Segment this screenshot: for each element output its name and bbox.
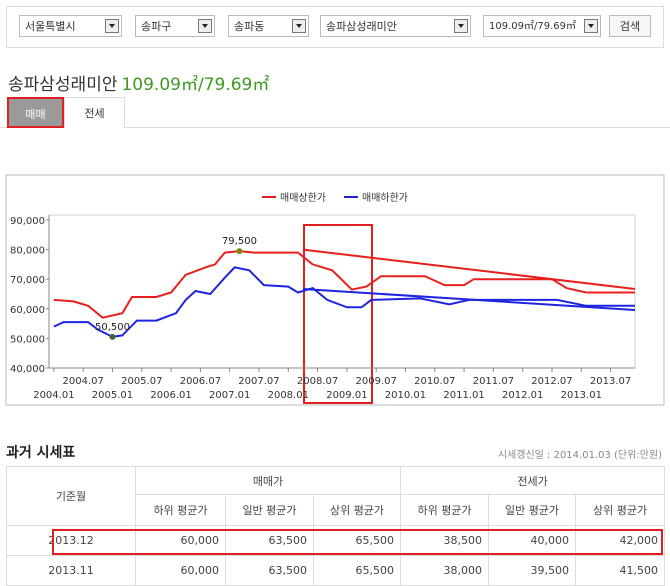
annotation-label: 79,500 [222,236,257,247]
header-cell: 하위 평균가 [400,494,490,526]
header-cell: 일반 평균가 [488,494,577,526]
x-tick-label: 2011.07 [473,376,514,387]
y-tick-label: 80,000 [10,246,45,257]
x-tick-label: 2013.07 [590,376,631,387]
apt-name: 송파삼성래미안 [8,75,118,95]
chart-frame [5,174,665,406]
apt-area: 109.09㎡/79.69㎡ [121,75,270,95]
series-line [53,266,635,338]
tab-active[interactable]: 매매 [7,97,64,128]
legend-label: 매매상한가 [280,192,326,204]
select[interactable]: 서울특별시 [19,15,122,37]
x-tick-label: 2006.01 [150,390,191,401]
x-tick-label: 2007.07 [238,376,279,387]
table-cell: 65,500 [312,555,402,586]
x-tick-label: 2008.07 [297,376,338,387]
y-tick-label: 60,000 [10,305,45,316]
select-text: 109.09㎡/79.69㎡ [489,21,576,32]
tab-line [0,127,670,128]
heading: 송파삼성래미안 109.09㎡/79.69㎡ [8,70,269,95]
x-tick-label: 2010.01 [385,390,426,401]
x-tick-label: 2004.01 [33,390,74,401]
select-text: 송파삼성래미안 [326,20,397,33]
annotation-dot [109,333,116,340]
table-cell: 38,000 [400,555,490,586]
trend-line [302,248,636,290]
chart: 40,000 50,000 60,000 70,000 80,000 90,000 2004… [5,174,665,406]
row-highlight [52,529,663,555]
x-tick-label: 2011.01 [443,390,484,401]
select[interactable]: 송파구 [135,15,215,37]
header-cell: 매매가 [134,466,402,495]
x-tick-label: 2006.07 [180,376,221,387]
x-tick-label: 2007.01 [209,390,250,401]
x-tick-label: 2005.01 [92,390,133,401]
header-cell: 전세가 [400,466,666,495]
x-tick-label: 2012.07 [531,376,572,387]
tab[interactable]: 전세 [64,97,125,128]
x-tick-label: 2010.07 [414,376,455,387]
x-tick-label: 2005.07 [121,376,162,387]
x-tick-label: 2004.07 [63,376,104,387]
x-tick-label: 2013.01 [561,390,602,401]
select[interactable]: 송파동 [228,15,309,37]
select[interactable]: 109.09㎡/79.69㎡ [483,15,601,37]
table-cell: 60,000 [135,555,226,586]
header-cell: 상위 평균가 [575,494,666,526]
legend-label: 매매하한가 [362,191,408,204]
series-line [53,250,635,319]
select[interactable]: 송파삼성래미안 [320,15,471,37]
search-button[interactable]: 검색 [609,15,651,37]
annotation-dot [236,248,243,255]
filter-bar: 서울특별시 송파구 송파동 송파삼성래미안 109.09㎡/79.69㎡ 검색 [6,6,664,48]
trend-line [302,288,636,311]
select-text: 송파동 [234,20,265,33]
y-tick-label: 50,000 [10,334,45,345]
y-tick-label: 40,000 [10,364,45,375]
highlight-box [303,224,373,404]
select-text: 송파구 [141,20,172,33]
y-tick-label: 90,000 [10,216,45,227]
annotation-label: 50,500 [95,322,130,333]
table-cell: 63,500 [225,555,314,586]
x-tick-label: 2008.01 [268,390,309,401]
select-text: 서울특별시 [25,20,76,33]
table-note: 시세갱신일 : 2014.01.03 (단위:만원) [497,450,662,461]
header-cell: 상위 평균가 [312,494,402,526]
header-cell: 기준월 [6,466,136,526]
table-title: 과거 시세표 [6,445,76,461]
x-tick-label: 2012.01 [502,390,543,401]
table-cell: 2013.11 [6,555,136,586]
x-tick-label: 2009.01 [326,390,367,401]
table-cell: 41,500 [575,555,666,586]
header-cell: 하위 평균가 [135,494,226,526]
price-table: 기준월 매매가 전세가 하위 평균가 일반 평균가 상위 평균가 하위 평균가 일반 평균가… [6,466,666,586]
x-tick-label: 2009.07 [356,376,397,387]
header-cell: 일반 평균가 [225,494,314,526]
y-tick-label: 70,000 [10,275,45,286]
table-cell: 39,500 [488,555,577,586]
